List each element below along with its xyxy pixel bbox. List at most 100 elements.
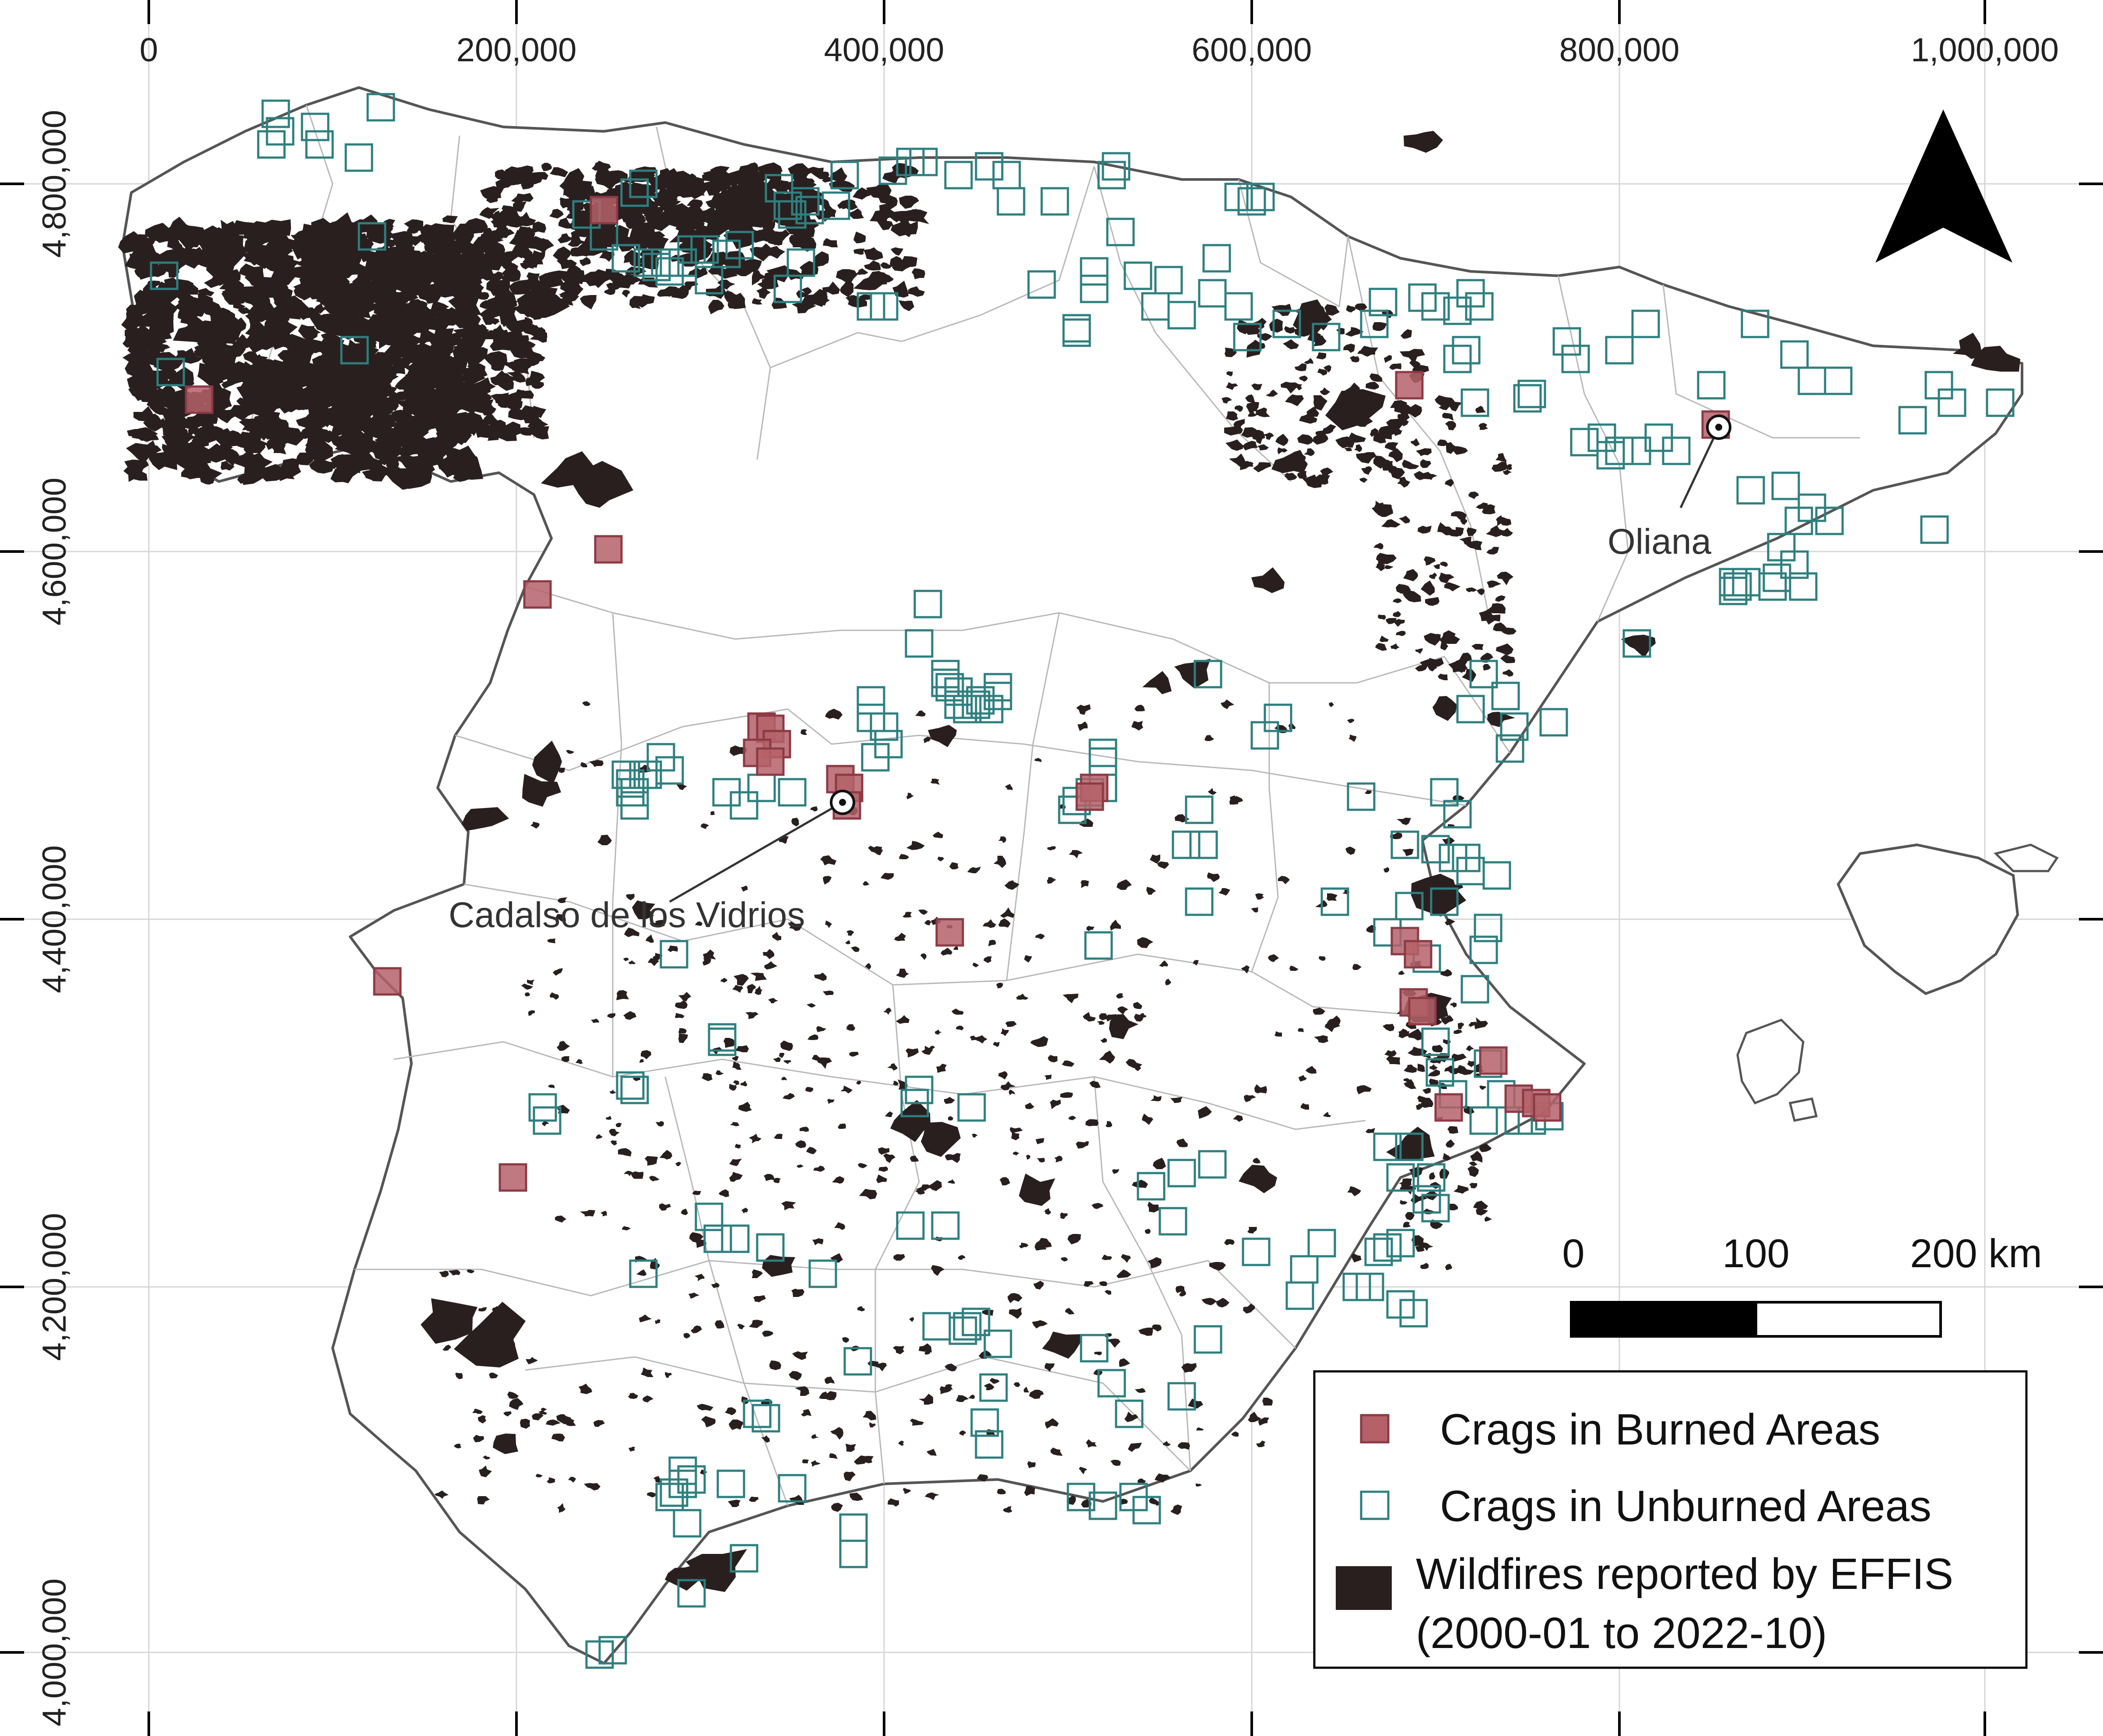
wildfire-patch — [849, 1052, 859, 1057]
wildfire-patch — [1416, 448, 1432, 456]
unburned-crag-marker — [655, 1483, 684, 1511]
wildfire-patch — [616, 206, 643, 222]
wildfire-patch — [781, 1077, 787, 1080]
wildfire-patch — [1016, 995, 1022, 999]
wildfire-patch — [655, 1319, 660, 1324]
unburned-crag-marker — [1780, 340, 1809, 369]
wildfire-patch — [1274, 1031, 1282, 1037]
wildfire-patch — [426, 252, 437, 261]
unburned-crag-marker — [1084, 931, 1113, 960]
wildfire-patch — [1019, 1174, 1055, 1206]
unburned-crag-marker — [1395, 892, 1424, 921]
wildfire-patch — [1347, 719, 1354, 723]
wildfire-patch — [270, 286, 293, 306]
wildfire-patch — [967, 867, 981, 873]
wildfire-patch — [341, 399, 364, 414]
unburned-crag-marker — [1395, 1132, 1424, 1161]
wildfire-patch — [1033, 1281, 1044, 1290]
wildfire-patch — [197, 363, 224, 387]
wildfire-patch — [708, 300, 724, 314]
wildfire-patch — [869, 1422, 876, 1427]
wildfire-patch — [641, 1050, 651, 1059]
wildfire-patch — [1281, 382, 1296, 394]
wildfire-patch — [1421, 580, 1435, 596]
unburned-crag-marker — [970, 1408, 999, 1437]
wildfire-patch — [314, 401, 329, 411]
unburned-crag-marker — [1080, 257, 1109, 286]
wildfire-patch — [1116, 879, 1132, 890]
wildfire-patch — [331, 435, 359, 450]
wildfire-patch — [764, 961, 777, 970]
oliana-label: Oliana — [1608, 522, 1711, 562]
burned-crag-marker — [1075, 782, 1104, 811]
wildfire-patch — [475, 377, 496, 393]
unburned-crag-marker — [1815, 506, 1844, 535]
wildfire-patch — [1384, 355, 1392, 363]
wildfire-patch — [653, 196, 669, 207]
wildfire-patch — [1034, 758, 1042, 762]
wildfire-patch — [735, 186, 755, 200]
wildfire-patch — [733, 1062, 738, 1066]
wildfire-patch — [1487, 580, 1501, 588]
wildfire-patch — [150, 400, 169, 415]
wildfire-patch — [1496, 643, 1513, 655]
wildfire-patch — [324, 317, 340, 325]
wildfire-patch — [1163, 1441, 1171, 1446]
wildfire-patch — [1343, 344, 1355, 353]
wildfire-patch — [761, 1435, 770, 1443]
wildfire-patch — [688, 1293, 699, 1299]
unburned-crag-marker — [1482, 861, 1511, 890]
burned-crag-marker — [523, 580, 552, 609]
wildfire-patch — [806, 1147, 817, 1154]
unburned-crag-marker — [1080, 274, 1109, 303]
wildfire-patch — [1155, 1473, 1171, 1483]
wildfire-patch — [1375, 643, 1387, 651]
wildfire-patch — [1293, 299, 1332, 334]
wildfire-patch — [436, 428, 456, 438]
wildfire-patch — [706, 184, 720, 196]
unburned-crag-marker — [944, 161, 973, 190]
wildfire-patch — [1159, 960, 1168, 967]
wildfire-patch — [1221, 699, 1234, 709]
wildfire-patch — [526, 377, 535, 386]
unburned-crag-marker — [620, 1075, 649, 1104]
wildfire-patch — [566, 266, 583, 277]
wildfire-patch — [893, 1346, 904, 1354]
wildfire-patch — [701, 207, 720, 221]
wildfire-patch — [1099, 1281, 1107, 1286]
wildfire-patch — [422, 290, 437, 302]
wildfire-patch — [1441, 1015, 1453, 1025]
wildfire-patch — [1394, 430, 1402, 436]
unburned-crag-marker — [598, 1636, 627, 1665]
scale-bar: 0 100 200 km — [1562, 1231, 2042, 1338]
wildfire-patch — [1404, 131, 1443, 153]
unburned-crag-marker — [730, 1544, 758, 1573]
wildfire-patch — [304, 279, 330, 295]
wildfire-patch — [362, 288, 385, 303]
wildfire-patch — [1086, 926, 1095, 931]
wildfire-patch — [1151, 1095, 1162, 1101]
unburned-crags-layer — [150, 93, 2015, 1669]
wildfire-patch — [1451, 659, 1468, 673]
wildfire-patch — [998, 836, 1006, 843]
wildfire-patch — [1392, 451, 1402, 457]
wildfire-patch — [1468, 1166, 1479, 1177]
unburned-crag-marker — [730, 791, 758, 820]
wildfire-patch — [1350, 356, 1359, 362]
wildfire-patch — [653, 1476, 662, 1483]
wildfire-patch — [1001, 1028, 1009, 1036]
wildfire-patch — [1384, 1050, 1397, 1057]
wildfire-patch — [1365, 790, 1372, 794]
unburned-crag-marker — [1461, 975, 1489, 1004]
province-border — [1347, 236, 1489, 613]
wildfire-patch — [197, 288, 214, 296]
wildfire-patch — [931, 1265, 944, 1276]
unburned-crag-marker — [1741, 309, 1769, 338]
wildfire-patch — [1953, 333, 1984, 359]
wildfire-patch — [732, 985, 743, 993]
wildfire-patch — [495, 175, 513, 190]
wildfire-patch — [596, 1134, 603, 1139]
wildfire-patch — [550, 992, 559, 1000]
wildfire-patch — [1500, 528, 1513, 537]
